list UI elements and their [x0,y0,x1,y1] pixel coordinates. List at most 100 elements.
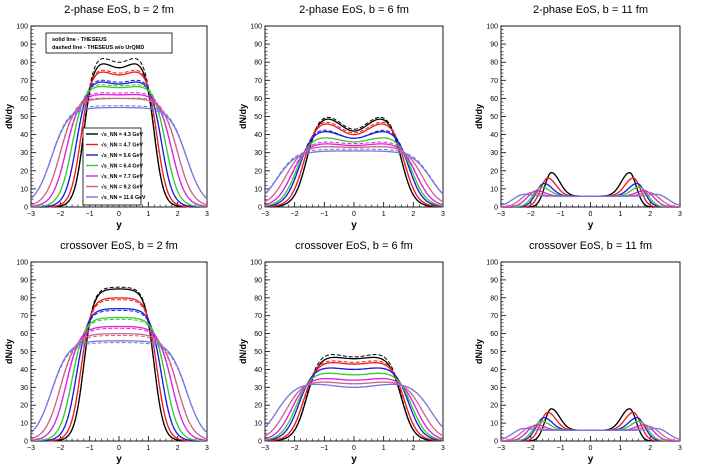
y-tick-label: 60 [490,331,498,338]
dashed-series-11-6 [30,342,208,434]
y-tick-label: 10 [254,421,262,428]
y-tick-label: 40 [254,367,262,374]
x-axis-label: y [351,454,357,465]
legend-box [82,127,142,206]
chart-title: crossover EoS, b = 6 fm [295,240,413,252]
x-tick-label: −3 [27,445,35,452]
y-tick-label: 100 [250,24,262,31]
x-tick-label: −3 [497,211,505,218]
dashed-series-11-6 [264,383,444,428]
x-tick-label: 2 [648,211,652,218]
chart-title: 2-phase EoS, b = 6 fm [299,4,409,16]
series-4-7 [31,297,207,442]
dashed-series-5-6 [264,129,444,207]
y-tick-label: 40 [490,132,498,139]
dashed-series-7-7 [264,378,444,440]
x-tick-label: 3 [205,211,209,218]
y-tick-label: 40 [490,367,498,374]
dashed-series-11-6 [264,148,444,195]
y-tick-label: 50 [20,349,28,356]
y-tick-label: 10 [490,421,498,428]
y-tick-label: 40 [20,367,28,374]
dashed-series-6-4 [264,372,444,441]
dashed-series-9-2 [264,381,444,437]
x-tick-label: 1 [382,211,386,218]
y-tick-label: 20 [254,168,262,175]
dashed-series-5-6 [31,79,207,208]
dashed-series-9-2 [30,334,208,440]
y-axis-label: dN/dy [474,339,484,364]
y-tick-label: 30 [20,150,28,157]
series-11-6 [264,150,444,195]
y-tick-label: 70 [20,78,28,85]
y-tick-label: 40 [20,132,28,139]
y-tick-label: 50 [254,349,262,356]
x-tick-label: −1 [320,211,328,218]
x-tick-label: −2 [527,211,535,218]
dashed-series-4-3 [31,58,207,208]
dashed-series-4-3 [501,408,680,442]
dashed-series-7-7 [30,92,208,207]
y-tick-label: 30 [490,150,498,157]
dashed-series-4-7 [31,299,207,442]
y-axis-label: dN/dy [474,104,484,129]
x-tick-label: 0 [352,211,356,218]
x-tick-label: 0 [589,211,593,218]
dashed-series-5-6 [31,309,207,442]
x-tick-label: −2 [56,445,64,452]
panel-6: crossover EoS, b = 11 fm0102030405060708… [474,240,682,465]
x-tick-label: −1 [320,445,328,452]
y-tick-label: 80 [20,295,28,302]
dashed-series-9-2 [264,146,444,203]
y-tick-label: 100 [16,24,28,31]
dashed-series-6-4 [30,84,208,208]
x-tick-label: −3 [261,211,269,218]
chart-title: crossover EoS, b = 2 fm [60,240,178,252]
x-tick-label: 3 [441,445,445,452]
y-tick-label: 90 [490,42,498,49]
x-tick-label: 3 [441,211,445,218]
y-tick-label: 50 [490,114,498,121]
dashed-series-4-3 [264,354,444,442]
y-tick-label: 20 [490,168,498,175]
x-tick-label: 1 [382,445,386,452]
y-tick-label: 90 [254,277,262,284]
dashed-series-4-7 [264,360,444,442]
x-tick-label: −2 [291,211,299,218]
dashed-series-4-7 [501,177,680,208]
y-tick-label: 20 [20,403,28,410]
series-11-6 [30,106,208,200]
y-axis-label: dN/dy [4,104,14,129]
plot-frame [264,261,444,442]
dashed-series-4-3 [264,116,444,208]
dashed-series-6-4 [30,318,208,442]
x-tick-label: 2 [176,445,180,452]
x-axis-label: y [116,220,122,231]
x-tick-label: 1 [146,445,150,452]
y-tick-label: 60 [254,331,262,338]
plot-frame [500,261,681,442]
dashed-series-5-6 [264,367,444,441]
x-tick-label: −3 [497,445,505,452]
y-tick-label: 10 [490,186,498,193]
x-tick-label: 0 [589,445,593,452]
dashed-series-11-6 [500,193,681,206]
x-axis-label: y [351,220,357,231]
y-tick-label: 100 [486,260,498,267]
y-tick-label: 40 [254,132,262,139]
y-tick-label: 80 [254,60,262,67]
dashed-series-7-7 [264,141,444,206]
series-6-4 [30,85,208,208]
y-tick-label: 10 [20,421,28,428]
legend-entry-label: √s_NN = 6.4 GeV [101,163,143,170]
dashed-series-4-3 [31,286,207,442]
plot-frame [500,25,681,208]
x-axis-label: y [588,454,594,465]
y-tick-label: 80 [490,295,498,302]
x-tick-label: 2 [176,211,180,218]
y-tick-label: 100 [16,260,28,267]
x-tick-label: −3 [261,445,269,452]
x-tick-label: 0 [352,445,356,452]
dashed-series-7-7 [501,424,680,442]
y-axis-label: dN/dy [238,104,248,129]
